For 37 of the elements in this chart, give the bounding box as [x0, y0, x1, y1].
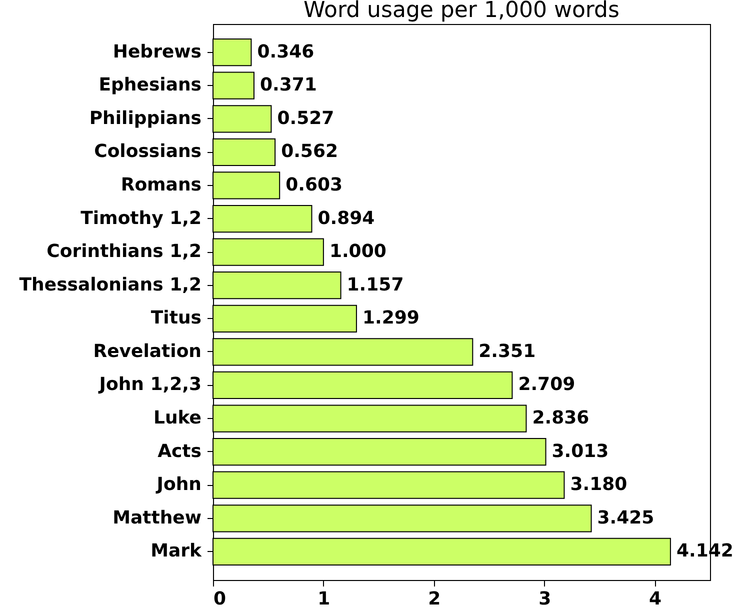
y-tick-label: Matthew: [112, 507, 202, 528]
data-label: 3.425: [597, 507, 654, 528]
data-label: 1.000: [329, 241, 386, 262]
data-label: 0.894: [318, 208, 375, 229]
y-tick-label: Titus: [150, 308, 202, 329]
y-tick-label: John: [154, 474, 202, 496]
data-label: 2.709: [518, 374, 576, 396]
y-tick-label: Romans: [120, 174, 202, 196]
x-tick-label: 1: [318, 588, 330, 609]
data-label: 3.180: [570, 474, 628, 496]
y-tick-label: Colossians: [94, 141, 202, 162]
x-tick-label: 0: [214, 588, 226, 609]
data-label: 0.371: [260, 74, 317, 96]
y-tick-label: Revelation: [93, 340, 202, 362]
data-label: 0.346: [257, 41, 314, 62]
data-label: 0.527: [277, 108, 334, 129]
data-label: 1.299: [362, 308, 420, 329]
data-label: 1.157: [346, 274, 404, 296]
x-tick-label: 2: [428, 588, 441, 609]
y-tick-label: Acts: [158, 440, 202, 462]
y-tick-label: Hebrews: [112, 41, 202, 62]
y-tick-label: Philippians: [89, 108, 202, 129]
x-tick-label: 4: [649, 588, 662, 609]
y-tick-label: Luke: [154, 408, 202, 429]
data-label: 3.013: [552, 440, 609, 462]
y-tick-label: Thessalonians 1,2: [19, 274, 202, 296]
x-tick-label: 3: [538, 588, 552, 609]
data-label: 0.562: [281, 141, 338, 162]
data-label: 0.603: [286, 174, 343, 196]
chart-title: Word usage per 1,000 words: [304, 0, 620, 23]
y-tick-label: Mark: [150, 540, 203, 562]
y-tick-label: John 1,2,3: [97, 374, 202, 396]
y-tick-label: Ephesians: [98, 74, 202, 96]
data-label: 2.836: [532, 408, 590, 429]
y-tick-label: Corinthians 1,2: [46, 241, 202, 262]
y-tick-label: Timothy 1,2: [80, 208, 202, 229]
data-label: 2.351: [478, 340, 536, 362]
